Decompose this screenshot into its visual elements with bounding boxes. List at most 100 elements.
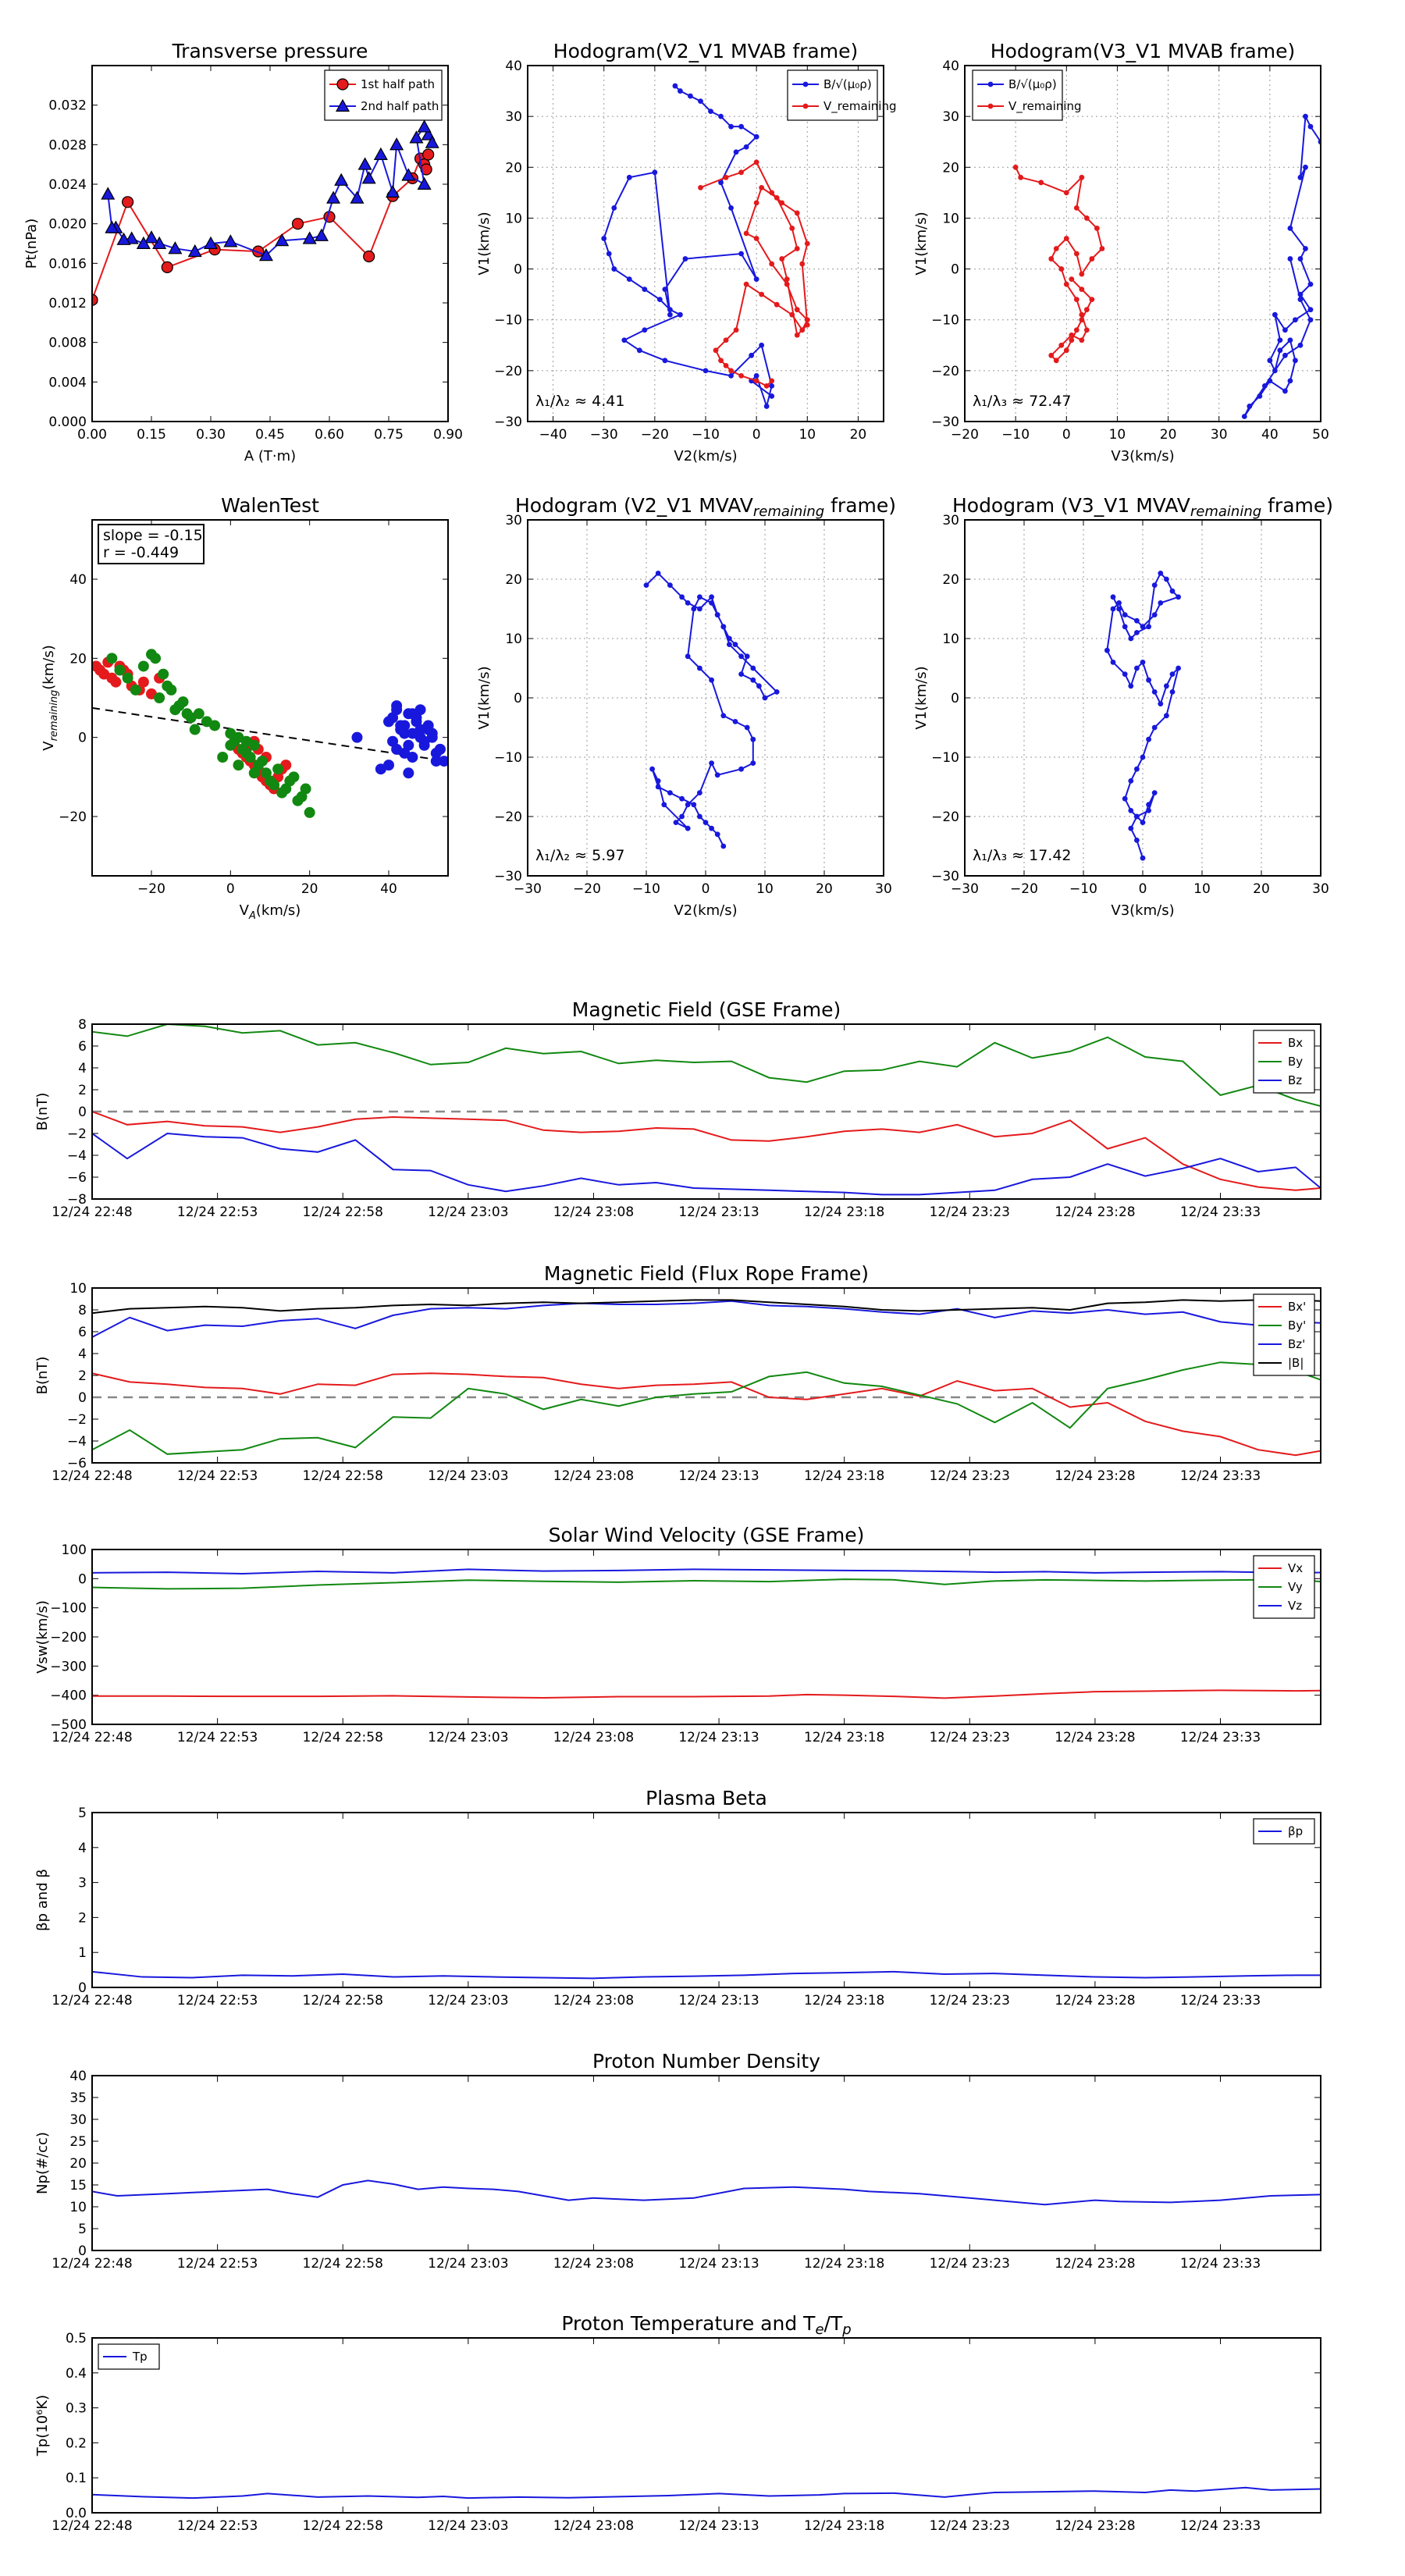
series-v-remaining-point [1073, 251, 1080, 257]
y-tick-label: 0.012 [48, 296, 87, 311]
y-tick-label: 0.2 [66, 2435, 87, 2451]
series-0-point [709, 677, 714, 683]
x-axis-label: VA(km/s) [240, 902, 301, 922]
y-tick-label: −2 [67, 1412, 87, 1428]
y-tick-label: 0.032 [48, 98, 87, 114]
series-v-remaining-point [769, 190, 775, 196]
series-0-point [727, 642, 732, 647]
x-tick-label: 12/24 23:18 [804, 1730, 884, 1745]
y-tick-label: −30 [494, 415, 522, 430]
series-b--point [1287, 378, 1293, 384]
chart-title: WalenTest [221, 494, 319, 517]
y-tick-label: 0.024 [48, 177, 87, 193]
legend-marker [987, 103, 994, 109]
x-tick-label: 12/24 22:58 [303, 1204, 383, 1220]
series-0-point [1146, 802, 1151, 808]
x-tick-label: 0.75 [374, 427, 404, 443]
series-1-point [165, 684, 177, 696]
series-2nd-half-path-point [314, 228, 329, 241]
series-0-point [1146, 736, 1151, 742]
x-tick-label: 12/24 22:58 [303, 2256, 383, 2272]
series-0-point [691, 606, 697, 612]
x-tick-label: 30 [875, 881, 892, 897]
series-b--point [688, 93, 693, 99]
series-1-point [244, 752, 256, 763]
series-b--point [718, 113, 724, 119]
series-v-remaining-point [774, 301, 780, 308]
series-v-remaining-point [1083, 307, 1090, 313]
legend: 1st half path 2nd half path [324, 69, 443, 121]
x-tick-label: 10 [1193, 881, 1211, 897]
eigenvalue-ratio: λ₁/λ₃ ≈ 17.42 [973, 847, 1072, 864]
y-tick-label: 40 [505, 59, 522, 74]
series--b--line [92, 1299, 1321, 1315]
y-tick-label: 4 [78, 1347, 87, 1362]
x-tick-label: 30 [1312, 881, 1329, 897]
series-b--point [1267, 358, 1273, 364]
x-tick-label: 20 [301, 881, 318, 897]
series-0-point [1151, 582, 1158, 588]
plot-frame [91, 1023, 1321, 1200]
x-tick-label: −30 [951, 881, 979, 897]
y-tick-label: 20 [942, 572, 959, 588]
x-axis-label: A (T·m) [244, 448, 296, 464]
y-tick-label: 0.1 [66, 2471, 87, 2486]
plot-frame [91, 2337, 1321, 2514]
series-0-point [738, 766, 744, 772]
series-2nd-half-path-point [101, 187, 116, 200]
series-1-point [252, 760, 264, 771]
chart-title: Hodogram(V2_V1 MVAB frame) [553, 40, 858, 62]
y-tick-label: −400 [50, 1688, 87, 1704]
y-axis-label: V1(km/s) [913, 212, 930, 275]
series-1st-half-path-point [122, 196, 134, 208]
x-tick-label: 12/24 23:03 [428, 1204, 508, 1220]
plot-frame [527, 519, 884, 877]
x-tick-label: 0.45 [255, 427, 285, 443]
plot-frame [91, 519, 449, 877]
series-0-point [643, 582, 649, 588]
series-b--point [1272, 311, 1278, 318]
series-0-point [714, 831, 720, 838]
x-tick-label: 12/24 23:08 [553, 1204, 634, 1220]
x-tick-label: 12/24 23:18 [804, 1468, 884, 1484]
series-0-point [667, 790, 673, 795]
legend: Bx' By' Bz' |B| [1253, 1293, 1315, 1376]
x-tick-label: 12/24 23:33 [1180, 1730, 1261, 1745]
x-tick-label: 12/24 23:08 [553, 2256, 634, 2272]
series-b--point [769, 393, 775, 399]
x-tick-label: 12/24 23:23 [930, 1993, 1010, 2008]
y-axis-label: Pt(nPa) [23, 219, 40, 269]
x-tick-label: 12/24 23:03 [428, 1730, 508, 1745]
series-0-point [1128, 778, 1134, 784]
legend-label: Vz [1288, 1599, 1302, 1613]
series-v-remaining-point [774, 194, 780, 201]
x-tick-label: 12/24 22:48 [52, 1204, 132, 1220]
legend-label: 1st half path [361, 77, 435, 91]
series-0-point [1169, 689, 1176, 695]
legend-label: By [1288, 1055, 1303, 1069]
y-tick-label: 0 [514, 262, 522, 278]
y-tick-label: 30 [942, 513, 959, 528]
y-tick-label: −4 [67, 1434, 87, 1450]
series-0-point [649, 766, 655, 772]
x-tick-label: 12/24 22:48 [52, 2256, 132, 2272]
y-tick-label: 0 [951, 691, 959, 706]
series-2-point [383, 760, 394, 771]
series-by-line [92, 1024, 1321, 1107]
y-tick-label: 0 [78, 731, 87, 746]
series-v-remaining-point [794, 332, 800, 338]
legend-label: Bz' [1288, 1337, 1305, 1351]
panel-pt: 0.00 0.15 0.30 0.45 0.60 0.75 0.90 0.000 0.004 0.… [23, 40, 463, 464]
y-tick-label: −4 [67, 1148, 87, 1164]
series-b--point [1282, 327, 1288, 333]
series-b--point [611, 266, 617, 272]
series-1-point [193, 708, 205, 720]
series-2nd-half-path-point [401, 168, 416, 181]
series-b--point [621, 337, 628, 343]
series-b--point [652, 169, 658, 176]
series-b--point [667, 307, 673, 313]
series-0-point [1134, 813, 1140, 820]
series-0-point [137, 676, 149, 688]
plot-area [92, 1299, 1321, 1457]
